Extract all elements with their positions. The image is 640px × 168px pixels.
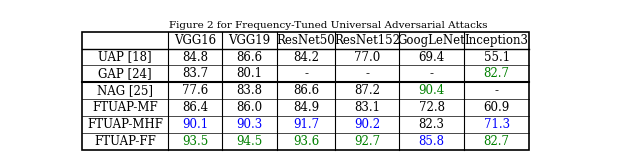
Text: 72.8: 72.8 [419,101,445,114]
Text: FTUAP-MF: FTUAP-MF [92,101,158,114]
Text: ResNet152: ResNet152 [334,34,400,47]
Text: -: - [365,67,369,80]
Text: 84.8: 84.8 [182,51,208,64]
Text: FTUAP-MHF: FTUAP-MHF [87,118,163,131]
Text: 77.6: 77.6 [182,84,208,97]
Text: Figure 2 for Frequency-Tuned Universal Adversarial Attacks: Figure 2 for Frequency-Tuned Universal A… [169,21,487,30]
Text: 84.2: 84.2 [293,51,319,64]
Text: VGG16: VGG16 [174,34,216,47]
Text: 94.5: 94.5 [237,135,263,148]
Text: 83.7: 83.7 [182,67,208,80]
Text: 77.0: 77.0 [354,51,380,64]
Text: 69.4: 69.4 [419,51,445,64]
Text: 93.5: 93.5 [182,135,208,148]
Text: 91.7: 91.7 [293,118,319,131]
Text: VGG19: VGG19 [228,34,271,47]
Text: -: - [304,67,308,80]
Text: 60.9: 60.9 [483,101,510,114]
Text: 93.6: 93.6 [293,135,319,148]
Text: 82.7: 82.7 [484,67,509,80]
Text: 90.4: 90.4 [419,84,445,97]
Text: 90.2: 90.2 [354,118,380,131]
Text: 90.3: 90.3 [237,118,263,131]
Text: 86.6: 86.6 [237,51,262,64]
Text: 86.0: 86.0 [237,101,262,114]
Text: FTUAP-FF: FTUAP-FF [94,135,156,148]
Text: 83.1: 83.1 [354,101,380,114]
Text: 80.1: 80.1 [237,67,262,80]
Text: 83.8: 83.8 [237,84,262,97]
Text: 82.7: 82.7 [484,135,509,148]
Text: NAG [25]: NAG [25] [97,84,153,97]
Text: 86.4: 86.4 [182,101,208,114]
Text: 55.1: 55.1 [484,51,509,64]
Text: 90.1: 90.1 [182,118,208,131]
Text: UAP [18]: UAP [18] [99,51,152,64]
Text: Inception3: Inception3 [465,34,529,47]
Text: 71.3: 71.3 [484,118,509,131]
Text: -: - [495,84,499,97]
Text: 85.8: 85.8 [419,135,445,148]
Text: -: - [429,67,434,80]
Text: ResNet50: ResNet50 [277,34,335,47]
Text: 84.9: 84.9 [293,101,319,114]
Text: GAP [24]: GAP [24] [99,67,152,80]
Text: 82.3: 82.3 [419,118,445,131]
Text: 92.7: 92.7 [354,135,380,148]
Text: 87.2: 87.2 [354,84,380,97]
Text: 86.6: 86.6 [293,84,319,97]
Text: GoogLeNet: GoogLeNet [398,34,465,47]
